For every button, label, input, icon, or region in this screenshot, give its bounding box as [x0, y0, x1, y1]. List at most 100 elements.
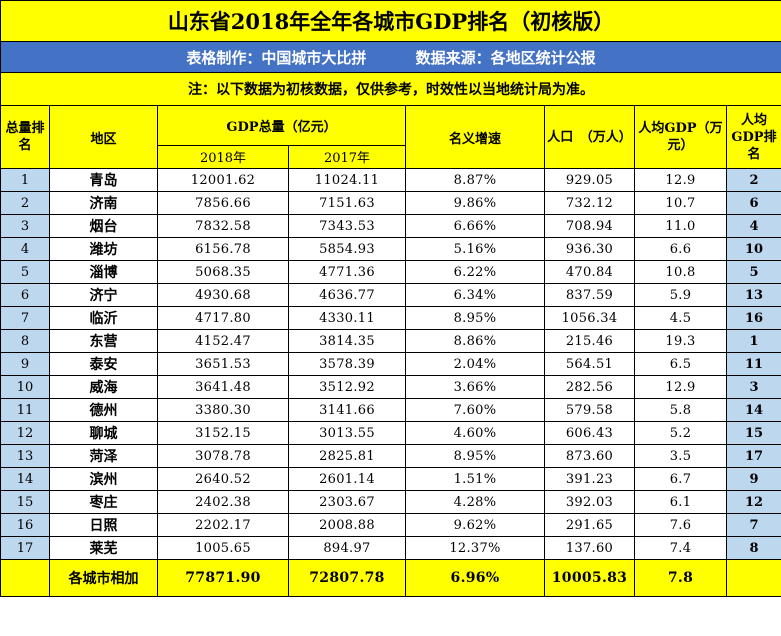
city-cell: 烟台 [49, 214, 158, 238]
gdp-2018-cell: 3380.30 [157, 398, 289, 422]
city-cell: 潍坊 [49, 237, 158, 261]
table-row: 17 莱芜 1005.65 894.97 12.37% 137.60 7.4 8 [0, 536, 781, 560]
rank-cell: 16 [0, 513, 50, 537]
table-row: 6 济宁 4930.68 4636.77 6.34% 837.59 5.9 13 [0, 283, 781, 307]
table-row: 11 德州 3380.30 3141.66 7.60% 579.58 5.8 14 [0, 398, 781, 422]
city-cell: 莱芜 [49, 536, 158, 560]
table-row: 10 威海 3641.48 3512.92 3.66% 282.56 12.9 3 [0, 375, 781, 399]
gdp-2017-cell: 2825.81 [288, 444, 406, 468]
city-cell: 泰安 [49, 352, 158, 376]
growth-cell: 8.86% [405, 329, 545, 353]
growth-cell: 12.37% [405, 536, 545, 560]
gdp-2018-cell: 7832.58 [157, 214, 289, 238]
city-cell: 临沂 [49, 306, 158, 330]
city-cell: 东营 [49, 329, 158, 353]
city-cell: 济南 [49, 191, 158, 215]
table-row: 16 日照 2202.17 2008.88 9.62% 291.65 7.6 7 [0, 513, 781, 537]
data-source: 数据来源：各地区统计公报 [415, 48, 596, 67]
gdp-per-capita-cell: 19.3 [634, 329, 727, 353]
gdp-per-capita-cell: 3.5 [634, 444, 727, 468]
per-capita-rank-cell: 3 [725, 375, 781, 399]
population-cell: 837.59 [544, 283, 635, 307]
population-cell: 470.84 [544, 260, 635, 284]
population-cell: 392.03 [544, 490, 635, 514]
gdp-2018-cell: 6156.78 [157, 237, 289, 261]
rank-cell: 7 [0, 306, 50, 330]
gdp-2017-cell: 4330.11 [288, 306, 406, 330]
gdp-2018-cell: 4717.80 [157, 306, 289, 330]
per-capita-rank-cell: 1 [725, 329, 781, 353]
table-row: 3 烟台 7832.58 7343.53 6.66% 708.94 11.0 4 [0, 214, 781, 238]
rank-cell: 8 [0, 329, 50, 353]
gdp-2018-cell: 3078.78 [157, 444, 289, 468]
gdp-per-capita-cell: 4.5 [634, 306, 727, 330]
total-gdp-2018: 77871.90 [157, 559, 289, 597]
header-gdp-per-capita: 人均GDP（万元） [634, 105, 727, 169]
gdp-2017-cell: 3578.39 [288, 352, 406, 376]
header-rank: 总量排名 [0, 105, 50, 169]
population-cell: 564.51 [544, 352, 635, 376]
table-row: 4 潍坊 6156.78 5854.93 5.16% 936.30 6.6 10 [0, 237, 781, 261]
growth-cell: 2.04% [405, 352, 545, 376]
gdp-per-capita-cell: 6.5 [634, 352, 727, 376]
gdp-per-capita-cell: 12.9 [634, 168, 727, 192]
gdp-2018-cell: 3641.48 [157, 375, 289, 399]
table-maker: 表格制作：中国城市大比拼 [186, 48, 367, 67]
city-cell: 青岛 [49, 168, 158, 192]
credit-banner: 表格制作：中国城市大比拼 数据来源：各地区统计公报 [0, 41, 781, 73]
growth-cell: 6.22% [405, 260, 545, 284]
gdp-per-capita-cell: 7.4 [634, 536, 727, 560]
growth-cell: 9.86% [405, 191, 545, 215]
gdp-2017-cell: 7151.63 [288, 191, 406, 215]
gdp-per-capita-cell: 6.1 [634, 490, 727, 514]
table-title: 山东省2018年全年各城市GDP排名（初核版） [0, 0, 781, 42]
header-growth: 名义增速 [405, 105, 545, 169]
rank-cell: 1 [0, 168, 50, 192]
total-rank-cell [0, 559, 50, 597]
population-cell: 929.05 [544, 168, 635, 192]
per-capita-rank-cell: 17 [725, 444, 781, 468]
population-cell: 936.30 [544, 237, 635, 261]
gdp-per-capita-cell: 10.8 [634, 260, 727, 284]
rank-cell: 10 [0, 375, 50, 399]
gdp-per-capita-cell: 7.6 [634, 513, 727, 537]
growth-cell: 9.62% [405, 513, 545, 537]
growth-cell: 4.28% [405, 490, 545, 514]
gdp-per-capita-cell: 10.7 [634, 191, 727, 215]
per-capita-rank-cell: 12 [725, 490, 781, 514]
rank-cell: 5 [0, 260, 50, 284]
table-row: 1 青岛 12001.62 11024.11 8.87% 929.05 12.9 2 [0, 168, 781, 192]
gdp-2018-cell: 3651.53 [157, 352, 289, 376]
header-year-2018: 2018年 [157, 144, 289, 170]
per-capita-rank-cell: 8 [725, 536, 781, 560]
table-row: 14 滨州 2640.52 2601.14 1.51% 391.23 6.7 9 [0, 467, 781, 491]
growth-cell: 8.87% [405, 168, 545, 192]
rank-cell: 11 [0, 398, 50, 422]
header-population: 人口 （万人） [544, 105, 635, 169]
growth-cell: 6.66% [405, 214, 545, 238]
per-capita-rank-cell: 13 [725, 283, 781, 307]
gdp-2017-cell: 7343.53 [288, 214, 406, 238]
city-cell: 枣庄 [49, 490, 158, 514]
population-cell: 282.56 [544, 375, 635, 399]
city-cell: 滨州 [49, 467, 158, 491]
rank-cell: 14 [0, 467, 50, 491]
growth-cell: 1.51% [405, 467, 545, 491]
population-cell: 215.46 [544, 329, 635, 353]
total-label: 各城市相加 [49, 559, 158, 597]
growth-cell: 8.95% [405, 306, 545, 330]
per-capita-rank-cell: 2 [725, 168, 781, 192]
total-gdp-per-capita: 7.8 [634, 559, 727, 597]
gdp-2018-cell: 7856.66 [157, 191, 289, 215]
gdp-2018-cell: 4152.47 [157, 329, 289, 353]
rank-cell: 6 [0, 283, 50, 307]
header-gdp-total: GDP总量（亿元） [157, 105, 406, 146]
city-cell: 菏泽 [49, 444, 158, 468]
gdp-2018-cell: 2202.17 [157, 513, 289, 537]
table-row: 7 临沂 4717.80 4330.11 8.95% 1056.34 4.5 16 [0, 306, 781, 330]
gdp-2018-cell: 1005.65 [157, 536, 289, 560]
gdp-2017-cell: 4636.77 [288, 283, 406, 307]
city-cell: 日照 [49, 513, 158, 537]
per-capita-rank-cell: 16 [725, 306, 781, 330]
table-row: 5 淄博 5068.35 4771.36 6.22% 470.84 10.8 5 [0, 260, 781, 284]
